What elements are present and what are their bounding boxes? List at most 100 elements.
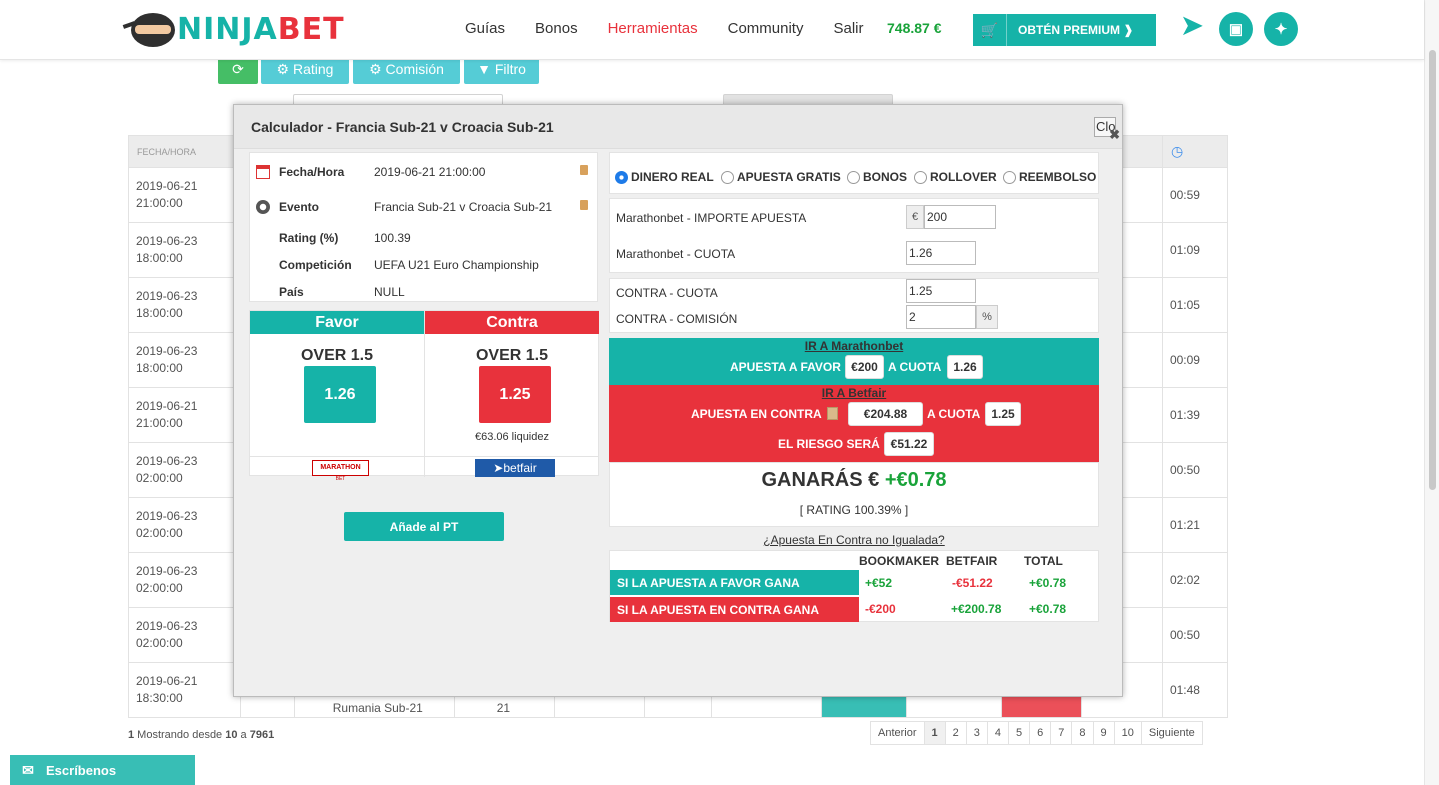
contra-cuota-chip: 1.25 xyxy=(985,402,1021,426)
col-date-header[interactable]: FECHA/HORA xyxy=(128,135,241,168)
importe-input[interactable]: 200 xyxy=(924,205,996,229)
copy-icon[interactable] xyxy=(580,165,588,175)
betfair-arrow-icon: ➤ xyxy=(493,461,504,475)
contra-header: Contra xyxy=(425,311,599,334)
favor-amount-chip: €200 xyxy=(845,355,884,379)
calendar-icon xyxy=(256,165,270,179)
copy-icon[interactable] xyxy=(827,407,838,420)
result-box: GANARÁS € +€0.78 [ RATING 100.39% ] xyxy=(609,462,1099,527)
currency-addon: € xyxy=(906,205,924,229)
rating-value: 100.39 xyxy=(374,231,411,245)
chat-button[interactable]: ✉ Escríbenos xyxy=(10,755,195,785)
row-timer: 01:48 xyxy=(1161,662,1229,718)
col-betfair: BETFAIR xyxy=(946,554,998,568)
liquidity-text: €63.06 liquidez xyxy=(474,431,549,443)
copy-icon[interactable] xyxy=(580,200,588,210)
cuota-label: Marathonbet - CUOTA xyxy=(616,247,736,261)
nav-bonos[interactable]: Bonos xyxy=(535,20,578,37)
row-datetime: 2019-06-23 18:00:00 xyxy=(128,332,241,388)
twitter-icon[interactable]: ✦ xyxy=(1264,12,1298,46)
ir-marathonbet-link[interactable]: IR A Marathonbet xyxy=(804,339,904,353)
telegram-icon[interactable]: ➤ xyxy=(1181,9,1203,40)
radio-rollover[interactable]: ROLLOVER xyxy=(914,170,997,184)
row-timer: 00:50 xyxy=(1161,442,1229,498)
row-timer: 01:05 xyxy=(1161,277,1229,333)
fecha-label: Fecha/Hora xyxy=(279,165,345,179)
rating-line: [ RATING 100.39% ] xyxy=(799,503,909,517)
radio-reembolso[interactable]: REEMBOLSO xyxy=(1003,170,1096,184)
row-timer: 00:09 xyxy=(1161,332,1229,388)
riesgo-label: EL RIESGO SERÁ xyxy=(778,437,880,451)
cart-icon: 🛒 xyxy=(973,14,1007,46)
pager-item[interactable]: Anterior xyxy=(870,721,925,745)
logo-text-ninja: NINJA xyxy=(177,12,278,47)
envelope-icon: ✉ xyxy=(22,761,34,778)
contra-bookmaker-value: -€200 xyxy=(865,602,896,616)
contra-betfair-value: +€200.78 xyxy=(951,602,1002,616)
radio-apuesta-gratis[interactable]: APUESTA GRATIS xyxy=(721,170,841,184)
ir-betfair-link[interactable]: IR A Betfair xyxy=(821,386,887,400)
riesgo-amount-chip: €51.22 xyxy=(884,432,934,456)
row-timer: 01:09 xyxy=(1161,222,1229,278)
exchange-action-box: IR A Betfair APUESTA EN CONTRA €204.88 A… xyxy=(609,385,1099,462)
scrollbar-thumb[interactable] xyxy=(1429,50,1436,490)
row-timer: 01:39 xyxy=(1161,387,1229,443)
nav-guias[interactable]: Guías xyxy=(465,20,506,37)
favor-odd-button[interactable]: 1.26 xyxy=(304,366,376,423)
contra-cuota-input[interactable]: 1.25 xyxy=(906,279,976,303)
premium-button[interactable]: 🛒 OBTÉN PREMIUM ❱ xyxy=(973,14,1156,46)
ninja-head-icon xyxy=(122,12,175,47)
pager-item[interactable]: 6 xyxy=(1029,721,1052,745)
pager-item[interactable]: 10 xyxy=(1113,721,1142,745)
gears-icon: ⚙ xyxy=(369,60,386,77)
close-button[interactable]: Clo xyxy=(1094,117,1116,137)
scenarios-table: BOOKMAKER BETFAIR TOTAL SI LA APUESTA A … xyxy=(609,550,1099,622)
contra-odd-button[interactable]: 1.25 xyxy=(479,366,551,423)
row-timer: 00:50 xyxy=(1161,607,1229,663)
premium-label: OBTÉN PREMIUM ❱ xyxy=(1018,23,1134,37)
table-info: 1 Mostrando desde 10 a 7961 xyxy=(128,729,275,741)
favor-header: Favor xyxy=(250,311,424,334)
instagram-icon[interactable]: ▣ xyxy=(1219,12,1253,46)
percent-addon: % xyxy=(976,305,998,329)
clock-icon: ◷ xyxy=(1170,143,1184,159)
col-total: TOTAL xyxy=(1024,554,1063,568)
top-navbar: NINJABET Guías Bonos Herramientas Commun… xyxy=(0,0,1424,60)
col-bookmaker: BOOKMAKER xyxy=(859,554,939,568)
col-time-header[interactable]: ◷ xyxy=(1161,135,1229,168)
favor-total-value: +€0.78 xyxy=(1029,576,1067,590)
radio-dinero-real[interactable]: DINERO REAL xyxy=(615,170,714,184)
chat-label: Escríbenos xyxy=(46,762,117,778)
row-datetime: 2019-06-23 02:00:00 xyxy=(128,442,241,498)
betfair-logo[interactable]: ➤betfair xyxy=(475,459,555,477)
pais-value: NULL xyxy=(374,285,405,299)
add-to-pt-button[interactable]: Añade al PT xyxy=(344,512,504,541)
row-timer: 01:21 xyxy=(1161,497,1229,553)
radio-bonos[interactable]: BONOS xyxy=(847,170,907,184)
nav-community[interactable]: Community xyxy=(727,20,804,37)
nav-herramientas[interactable]: Herramientas xyxy=(607,20,698,37)
filter-icon: ▼ xyxy=(477,61,495,77)
exchange-inputs-panel: CONTRA - CUOTA 1.25 CONTRA - COMISIÓN 2 … xyxy=(609,278,1099,333)
no-igualada-link[interactable]: ¿Apuesta En Contra no Igualada? xyxy=(763,533,945,547)
calculator-modal: Calculador - Francia Sub-21 v Croacia Su… xyxy=(233,104,1123,697)
close-icon[interactable]: ✖ xyxy=(1109,127,1120,142)
importe-label: Marathonbet - IMPORTE APUESTA xyxy=(616,211,807,225)
contra-comision-label: CONTRA - COMISIÓN xyxy=(616,312,738,326)
marathonbet-logo[interactable]: MARATHON BET xyxy=(312,460,369,482)
competicion-label: Competición xyxy=(279,258,352,272)
contra-comision-input[interactable]: 2 xyxy=(906,305,976,329)
refresh-icon: ⟳ xyxy=(232,60,244,77)
pager-item[interactable]: Siguiente xyxy=(1140,721,1203,745)
row-datetime: 2019-06-23 02:00:00 xyxy=(128,497,241,553)
pais-label: País xyxy=(279,285,304,299)
ninjabet-logo[interactable]: NINJABET xyxy=(122,12,345,47)
apuesta-favor-label: APUESTA A FAVOR xyxy=(730,360,841,374)
apuesta-contra-label: APUESTA EN CONTRA xyxy=(691,407,822,421)
nav-salir[interactable]: Salir xyxy=(833,20,864,37)
contra-amount-chip: €204.88 xyxy=(848,402,923,426)
cuota-input[interactable]: 1.26 xyxy=(906,241,976,265)
modal-title: Calculador - Francia Sub-21 v Croacia Su… xyxy=(251,119,554,135)
page-scrollbar[interactable] xyxy=(1424,0,1439,785)
main-nav: Guías Bonos Herramientas Community Salir xyxy=(465,20,893,37)
